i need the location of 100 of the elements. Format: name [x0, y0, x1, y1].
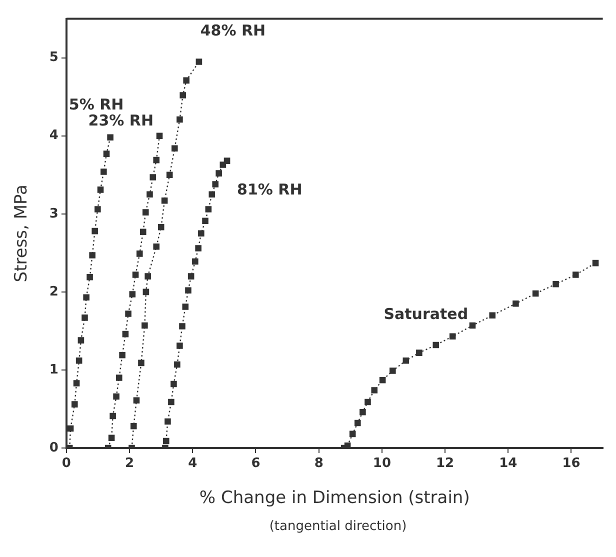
- point: [73, 380, 80, 386]
- point: [136, 250, 143, 257]
- x-tick-label: 12: [436, 456, 454, 472]
- point: [185, 287, 192, 294]
- x-tick-label: 14: [499, 456, 518, 472]
- point: [176, 116, 183, 123]
- point: [86, 274, 93, 280]
- point: [166, 172, 173, 178]
- series-label: 81% RH: [237, 180, 302, 199]
- point: [344, 442, 351, 448]
- point: [116, 374, 122, 381]
- point: [449, 333, 456, 340]
- y-tick-label: 4: [49, 128, 58, 144]
- point: [97, 186, 104, 193]
- point: [208, 191, 216, 198]
- x-tick-label: 4: [188, 456, 198, 472]
- point: [360, 408, 366, 416]
- point: [130, 423, 137, 430]
- point: [364, 398, 371, 406]
- x-tick-label: 10: [372, 456, 391, 472]
- x-tick-label: 16: [562, 456, 580, 472]
- point: [224, 158, 230, 164]
- point: [138, 360, 144, 366]
- point: [196, 58, 202, 65]
- point: [416, 350, 422, 356]
- point: [161, 197, 168, 204]
- point: [144, 273, 151, 280]
- point: [390, 368, 396, 374]
- point: [110, 412, 116, 420]
- y-tick-label: 5: [49, 50, 58, 66]
- point: [82, 314, 88, 321]
- y-tick-label: 2: [49, 284, 58, 300]
- y-tick-label: 3: [49, 206, 58, 222]
- point: [180, 92, 186, 98]
- point: [132, 272, 139, 278]
- point: [142, 322, 148, 329]
- point: [153, 156, 160, 164]
- point: [67, 425, 74, 432]
- point: [142, 288, 150, 296]
- point: [432, 342, 440, 348]
- point: [83, 294, 90, 301]
- point: [202, 218, 208, 224]
- x-tick-label: 6: [251, 456, 260, 472]
- point: [78, 337, 84, 344]
- point: [176, 342, 183, 349]
- point: [182, 304, 189, 310]
- point: [216, 170, 222, 176]
- point: [170, 380, 177, 388]
- point: [354, 420, 361, 426]
- point: [183, 77, 190, 84]
- point: [532, 290, 539, 297]
- point: [552, 280, 559, 288]
- point: [146, 191, 153, 198]
- point: [469, 322, 476, 329]
- point: [153, 244, 160, 250]
- point: [512, 300, 519, 307]
- point: [94, 206, 101, 212]
- point: [371, 387, 378, 394]
- series-label: Saturated: [384, 304, 468, 323]
- text: (tangential direction): [268, 519, 408, 534]
- series-label: 5% RH: [68, 95, 124, 114]
- point: [108, 434, 115, 441]
- y-axis-title: Stress, MPa: [12, 184, 32, 282]
- point: [174, 361, 180, 368]
- point: [142, 209, 149, 216]
- y-tick-label: 0: [49, 440, 58, 456]
- point: [125, 310, 132, 317]
- point: [592, 260, 599, 266]
- point: [122, 330, 129, 338]
- point: [103, 150, 110, 157]
- x-tick-label: 2: [125, 456, 134, 472]
- point: [168, 398, 174, 406]
- point: [195, 245, 202, 252]
- point: [129, 291, 136, 298]
- point: [113, 393, 120, 400]
- point: [107, 134, 114, 141]
- x-tick-label: 0: [62, 456, 71, 472]
- point: [172, 145, 178, 152]
- point: [158, 224, 164, 230]
- point: [119, 352, 126, 358]
- series-label: 23% RH: [88, 112, 154, 130]
- point: [76, 357, 82, 364]
- point: [192, 258, 198, 265]
- y-tick-label: 1: [49, 362, 58, 378]
- point: [140, 228, 146, 235]
- point: [179, 323, 186, 330]
- point: [100, 168, 107, 175]
- point: [349, 430, 356, 438]
- point: [133, 397, 140, 404]
- point: [89, 252, 96, 258]
- x-tick-label: 8: [314, 456, 324, 472]
- point: [572, 272, 579, 278]
- point: [156, 132, 163, 139]
- point: [489, 312, 496, 318]
- point: [163, 438, 170, 444]
- point: [198, 230, 204, 237]
- point: [188, 273, 194, 280]
- point: [164, 418, 171, 425]
- series-label: 48% RH: [200, 22, 266, 40]
- point: [212, 181, 219, 188]
